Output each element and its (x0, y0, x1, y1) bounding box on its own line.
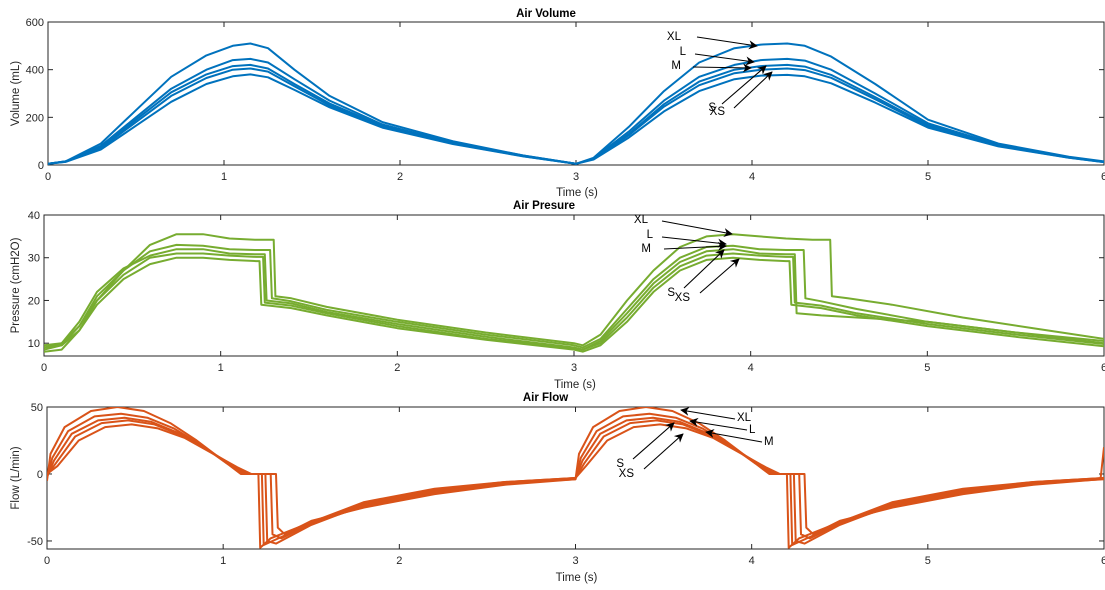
flow-annotation-arrow-l (689, 417, 748, 431)
flow-annotation-arrow-xs (643, 433, 684, 470)
volume-annotation-m: M (671, 60, 681, 72)
pressure-title: Air Presure (513, 200, 575, 212)
pressure-xtick-label: 5 (924, 362, 930, 374)
flow-xtick-label: 0 (44, 555, 50, 567)
flow-series-xs (47, 423, 1104, 549)
flow-xtick-label: 6 (1101, 555, 1105, 567)
volume-xtick-label: 5 (925, 171, 931, 183)
pressure-annotation-arrow-l (661, 236, 727, 248)
volume-xlabel: Time (s) (556, 187, 598, 199)
volume-annotation-l: L (680, 46, 687, 58)
pressure-annotation-xs: XS (675, 292, 691, 304)
pressure-ytick-label: 20 (28, 295, 40, 307)
pressure-series-l (44, 243, 1104, 351)
flow-title: Air Flow (523, 392, 568, 404)
flow-series-l (47, 412, 1104, 540)
pressure-ylabel: Pressure (cmH2O) (10, 237, 22, 333)
pressure-annotation-arrow-xs (699, 258, 740, 294)
pressure-annotation-l: L (647, 229, 654, 241)
flow-lines (47, 407, 1104, 549)
volume-xtick-label: 4 (749, 171, 755, 183)
volume-annotation-xs: XS (710, 106, 726, 118)
flow-ytick-label: 0 (37, 469, 43, 481)
volume-annotation-arrow-xl (696, 36, 758, 50)
volume-xtick-label: 6 (1101, 171, 1105, 183)
pressure-axes-box (43, 214, 1105, 357)
volume-xtick-label: 3 (573, 171, 579, 183)
pressure-annotation-xl: XL (634, 214, 649, 226)
volume-ylabel: Volume (mL) (10, 61, 22, 126)
pressure-lines (44, 233, 1104, 353)
pressure-series-xl (44, 233, 1104, 353)
volume-xtick-label: 0 (45, 171, 51, 183)
volume-panel: 0 1 2 3 4 5 6 0 200 400 600 Air Volume Time (s) Volum… (10, 8, 1105, 199)
volume-annotation-arrow-xs (733, 71, 773, 109)
flow-ylabel: Flow (L/min) (10, 446, 22, 509)
flow-xtick-label: 3 (572, 555, 578, 567)
flow-annotation-s: S (616, 458, 624, 470)
pressure-ytick-label: 10 (28, 338, 40, 350)
pressure-annotation-m: M (641, 243, 651, 255)
flow-annotation-m: M (764, 436, 774, 448)
volume-series-xs (48, 73, 1104, 165)
flow-annotation-xl: XL (737, 412, 752, 424)
flow-xtick-label: 2 (396, 555, 402, 567)
flow-annotation-xs: XS (619, 468, 635, 480)
pressure-annotation-s: S (667, 287, 675, 299)
pressure-ytick-label: 40 (28, 210, 40, 222)
flow-ytick-label: -50 (27, 536, 43, 548)
pressure-xlabel: Time (s) (554, 379, 596, 391)
volume-ytick-label: 400 (26, 65, 44, 77)
pressure-xtick-label: 2 (394, 362, 400, 374)
volume-annotation-xl: XL (667, 31, 682, 43)
pressure-annotation-arrow-s (683, 249, 725, 289)
volume-xtick-label: 2 (397, 171, 403, 183)
volume-annotation-s: S (708, 102, 716, 114)
pressure-annotation-arrow-m (663, 241, 727, 251)
volume-ytick-label: 0 (38, 160, 44, 172)
pressure-ytick-label: 30 (28, 253, 40, 265)
volume-annotation-arrow-s (721, 65, 767, 105)
pressure-annotation-arrow-xl (661, 220, 733, 237)
pressure-series-xs (44, 256, 1104, 353)
flow-xtick-label: 1 (220, 555, 226, 567)
volume-axes-box (47, 21, 1105, 166)
flow-xlabel: Time (s) (556, 572, 598, 584)
volume-ytick-label: 600 (26, 17, 44, 29)
flow-ytick-label: 50 (31, 402, 43, 414)
flow-annotation-arrow-xl (680, 406, 736, 420)
volume-ytick-label: 200 (26, 112, 44, 124)
pressure-panel: 0 1 2 3 4 5 6 10 20 30 40 Air Presure Time (s) Pressu… (10, 200, 1105, 391)
pressure-xtick-label: 3 (571, 362, 577, 374)
pressure-series-s (44, 252, 1104, 351)
flow-xtick-label: 4 (749, 555, 755, 567)
flow-annotation-arrow-m (705, 428, 763, 443)
volume-annotation-arrow-m (692, 63, 752, 73)
volume-xtick-label: 1 (221, 171, 227, 183)
volume-lines (48, 42, 1104, 165)
pressure-xtick-label: 1 (218, 362, 224, 374)
volume-annotation-arrow-l (694, 53, 755, 66)
pressure-xtick-label: 0 (41, 362, 47, 374)
pressure-xtick-label: 6 (1101, 362, 1105, 374)
pressure-xtick-label: 4 (748, 362, 754, 374)
volume-title: Air Volume (516, 8, 576, 20)
flow-xtick-label: 5 (925, 555, 931, 567)
flow-annotation-arrow-s (632, 422, 675, 460)
flow-annotation-l: L (749, 424, 756, 436)
